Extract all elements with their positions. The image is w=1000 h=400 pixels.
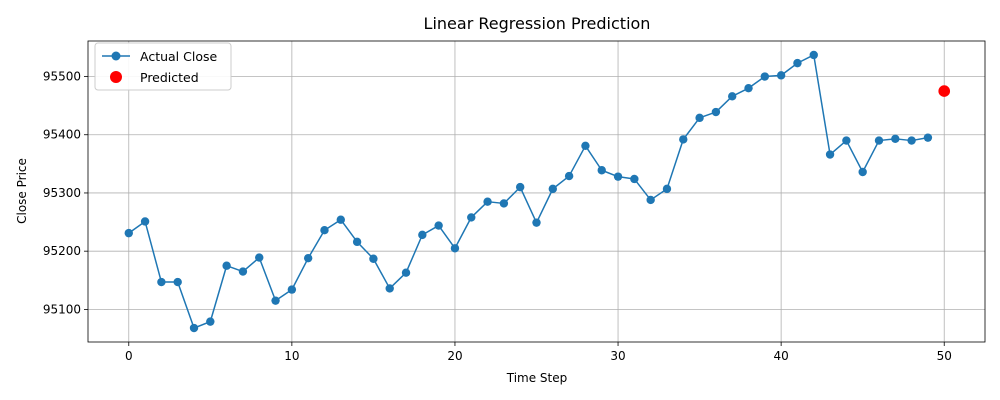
actual-close-point: [662, 184, 672, 194]
actual-close-point: [189, 323, 199, 333]
actual-close-point: [874, 136, 884, 145]
actual-close-point: [173, 277, 182, 287]
actual-close-point: [255, 253, 264, 262]
actual-close-point: [646, 195, 655, 205]
actual-close-point: [613, 172, 623, 181]
y-tick-label: 95100: [43, 302, 81, 316]
actual-close-point: [825, 150, 835, 159]
x-tick-label: 0: [125, 349, 133, 363]
legend: Actual Close Predicted: [94, 42, 232, 91]
actual-close-point: [760, 72, 770, 81]
actual-close-point: [369, 254, 378, 263]
actual-close-point: [907, 136, 916, 145]
actual-close-point: [630, 174, 639, 184]
actual-close-point: [450, 244, 460, 253]
y-axis-ticks: 95100 95200 95300 95400 95500: [43, 70, 88, 316]
x-tick-label: 50: [937, 349, 952, 363]
actual-close-point: [891, 134, 900, 144]
actual-close-point: [434, 221, 443, 230]
actual-close-point: [679, 135, 688, 144]
actual-close-point: [695, 113, 704, 123]
actual-close-point: [744, 83, 753, 93]
actual-close-point: [124, 228, 133, 238]
actual-close-point: [499, 199, 509, 208]
actual-close-point: [515, 182, 525, 192]
actual-close-point: [564, 171, 574, 181]
actual-close-point: [157, 277, 166, 287]
actual-close-point: [303, 253, 313, 263]
actual-close-point: [206, 317, 215, 326]
legend-marker-actual: [111, 51, 121, 61]
actual-close-point: [923, 133, 933, 142]
actual-close-point: [776, 71, 786, 80]
y-axis-label: Close Price: [15, 158, 29, 224]
legend-label-actual: Actual Close: [140, 49, 217, 64]
actual-close-point: [597, 166, 606, 175]
actual-close-point: [467, 213, 476, 222]
actual-close-point: [385, 284, 394, 293]
predicted-point: [938, 85, 951, 97]
actual-close-point: [581, 141, 590, 150]
legend-box: [94, 42, 232, 91]
actual-close-point: [352, 237, 362, 247]
actual-close-point: [809, 50, 818, 60]
x-tick-label: 10: [284, 349, 299, 363]
actual-close-point: [842, 136, 851, 145]
actual-close-line: [128, 54, 929, 329]
x-axis-label: Time Step: [506, 371, 568, 385]
x-axis-ticks: 0 10 20 30 40 50: [125, 342, 952, 363]
y-tick-label: 95300: [43, 186, 81, 200]
actual-close-point: [140, 217, 150, 226]
y-tick-label: 95200: [43, 244, 81, 258]
y-tick-label: 95500: [43, 70, 81, 84]
chart-title: Linear Regression Prediction: [424, 14, 651, 33]
actual-close-point: [483, 197, 492, 206]
x-tick-label: 20: [447, 349, 462, 363]
actual-close-point: [238, 267, 248, 276]
actual-close-point: [336, 215, 345, 224]
actual-close-point: [287, 285, 297, 294]
actual-close-point: [728, 92, 737, 101]
actual-close-point: [222, 261, 231, 270]
actual-close-point: [418, 230, 427, 240]
actual-close-point: [271, 296, 280, 305]
actual-close-point: [401, 268, 411, 277]
actual-close-point: [793, 58, 802, 68]
actual-close-point: [548, 184, 558, 194]
legend-marker-predicted: [110, 71, 122, 83]
actual-close-point: [858, 167, 867, 177]
legend-label-predicted: Predicted: [140, 70, 199, 85]
actual-close-point: [711, 107, 721, 117]
plot-frame: [87, 40, 986, 343]
actual-close-point: [532, 218, 541, 227]
x-tick-label: 30: [610, 349, 625, 363]
x-tick-label: 40: [773, 349, 788, 363]
series-group: [124, 50, 951, 333]
actual-close-point: [320, 226, 329, 235]
y-tick-label: 95400: [43, 128, 81, 142]
